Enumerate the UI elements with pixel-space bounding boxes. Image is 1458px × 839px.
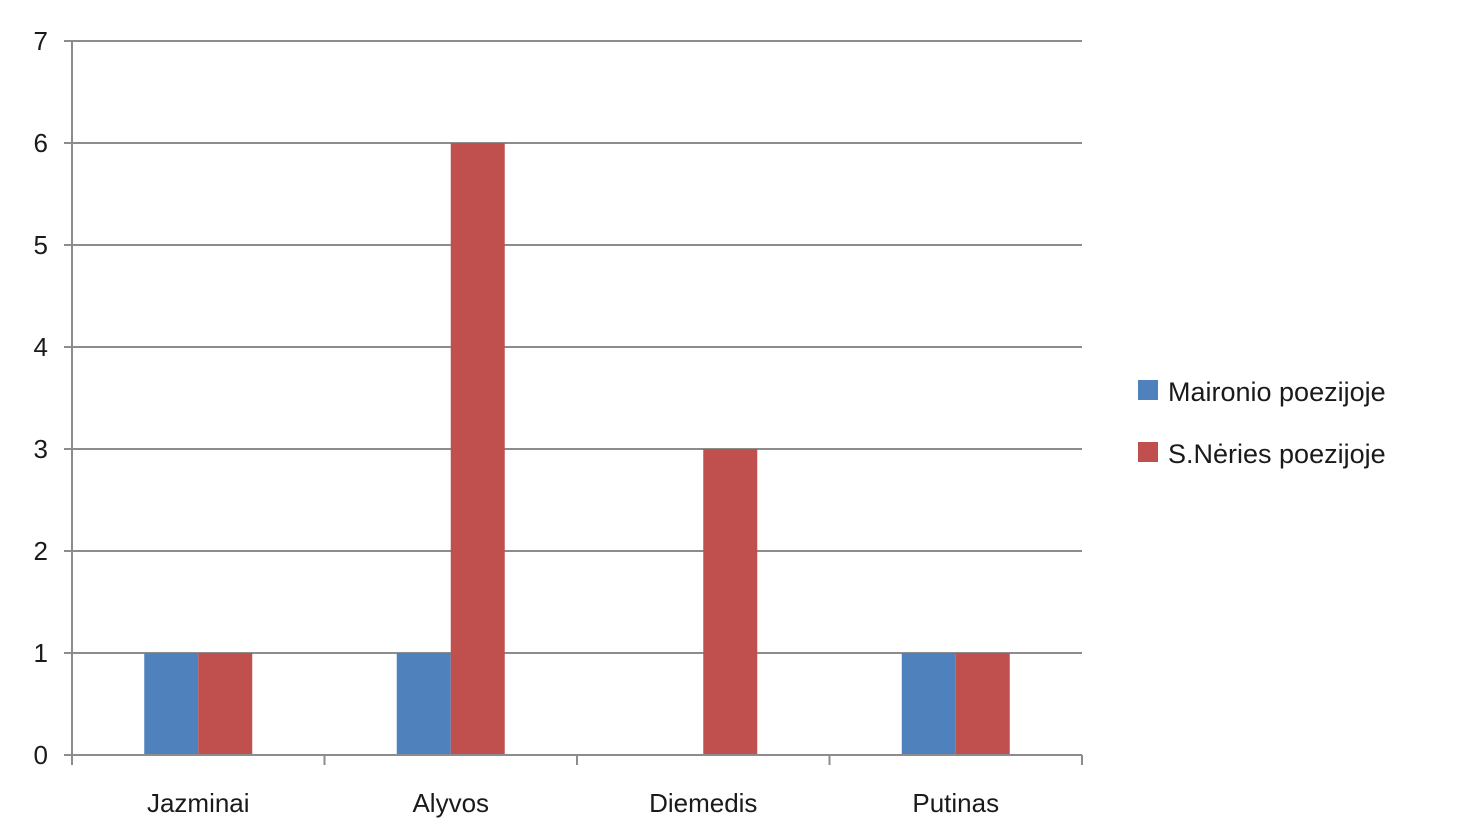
y-tick-label: 5 <box>34 230 48 260</box>
y-axis-tick-labels: 0 1 2 3 4 5 6 7 <box>34 26 48 770</box>
legend-label: S.Nėries poezijoje <box>1168 439 1386 469</box>
bar-neries-diemedis <box>703 449 758 755</box>
x-category-label: Diemedis <box>649 788 757 818</box>
y-tick-label: 3 <box>34 434 48 464</box>
bar-maironio-alyvos <box>396 653 451 755</box>
x-axis-category-labels: Jazminai Alyvos Diemedis Putinas <box>147 788 999 818</box>
x-category-label: Putinas <box>912 788 999 818</box>
y-tick-label: 0 <box>34 740 48 770</box>
bars <box>144 143 1010 755</box>
x-category-label: Alyvos <box>412 788 489 818</box>
legend-label: Maironio poezijoje <box>1168 377 1386 407</box>
bar-maironio-putinas <box>901 653 956 755</box>
x-category-label: Jazminai <box>147 788 250 818</box>
bar-neries-putinas <box>955 653 1010 755</box>
y-tick-label: 1 <box>34 638 48 668</box>
bar-neries-alyvos <box>450 143 505 755</box>
y-tick-label: 4 <box>34 332 48 362</box>
legend-swatch <box>1138 442 1158 462</box>
y-tick-label: 6 <box>34 128 48 158</box>
gridlines <box>72 40 1082 654</box>
legend: Maironio poezijoje S.Nėries poezijoje <box>1138 377 1386 469</box>
bar-maironio-jazminai <box>144 653 199 755</box>
bar-neries-jazminai <box>198 653 253 755</box>
y-tick-label: 7 <box>34 26 48 56</box>
legend-swatch <box>1138 380 1158 400</box>
y-tick-label: 2 <box>34 536 48 566</box>
axes <box>64 40 1083 765</box>
